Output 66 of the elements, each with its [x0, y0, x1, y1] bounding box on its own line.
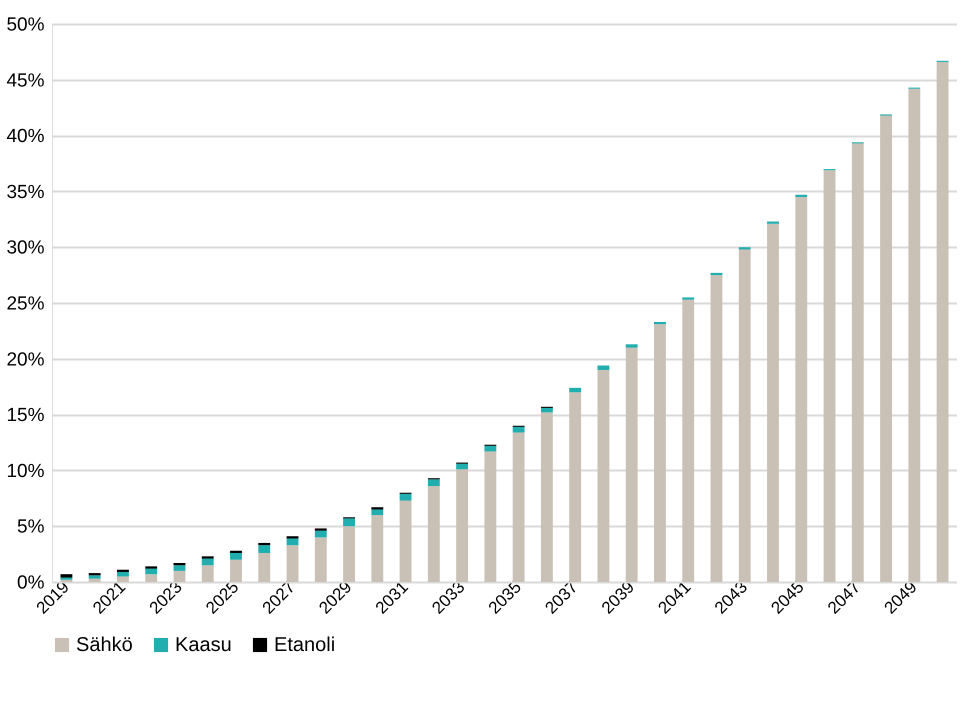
bar [428, 479, 440, 486]
bar [60, 574, 72, 578]
y-tick-label: 45% [6, 70, 45, 92]
bar [117, 576, 129, 582]
legend-label: Sähkö [76, 634, 133, 656]
y-tick-label: 30% [6, 238, 45, 259]
bar [484, 451, 496, 582]
bar [343, 526, 355, 582]
bar [202, 558, 214, 566]
bar [371, 509, 384, 516]
bar [738, 249, 751, 582]
bar [230, 552, 242, 560]
bar [400, 500, 412, 582]
bar [258, 545, 270, 553]
bar [145, 568, 158, 574]
bar [371, 515, 384, 582]
y-tick-label: 40% [6, 126, 45, 148]
bar [880, 116, 892, 582]
y-tick-label: 25% [6, 294, 45, 314]
bar [824, 170, 836, 582]
bar [540, 408, 553, 412]
bar [343, 518, 355, 526]
legend-label: Kaasu [175, 634, 232, 656]
bar [540, 412, 553, 582]
bar [512, 432, 525, 582]
bar [428, 486, 440, 582]
bar [512, 426, 525, 432]
bar [400, 494, 412, 501]
y-tick-label: 20% [6, 349, 45, 370]
bar [569, 388, 582, 392]
bar [654, 324, 666, 582]
bar [795, 196, 808, 582]
y-tick-label: 50% [6, 14, 45, 36]
bar [314, 537, 327, 582]
y-tick-label: 35% [6, 182, 45, 203]
bar [145, 574, 158, 582]
bar [174, 565, 186, 571]
y-tick-label: 5% [17, 516, 45, 538]
bar [597, 365, 610, 370]
bar [117, 572, 129, 576]
bar [174, 570, 186, 582]
bar [230, 560, 242, 582]
bar [202, 565, 214, 582]
y-tick-label: 15% [6, 405, 45, 426]
bar [936, 62, 949, 582]
bar [88, 578, 101, 582]
bar [626, 348, 638, 582]
bar [258, 552, 270, 582]
bar [908, 88, 920, 582]
bar [654, 322, 666, 324]
bar [286, 538, 298, 546]
bar [484, 446, 496, 452]
legend-label: Etanoli [274, 634, 336, 656]
bar [852, 143, 864, 582]
bar [597, 370, 610, 582]
bar [456, 469, 468, 582]
y-tick-label: 10% [6, 460, 45, 482]
bar [569, 392, 582, 582]
bar [710, 275, 722, 582]
bar [767, 224, 779, 582]
bar [682, 300, 694, 582]
bar [286, 545, 298, 582]
bar [88, 575, 101, 579]
bar [314, 530, 327, 538]
bar [456, 464, 468, 470]
bar [710, 272, 722, 276]
